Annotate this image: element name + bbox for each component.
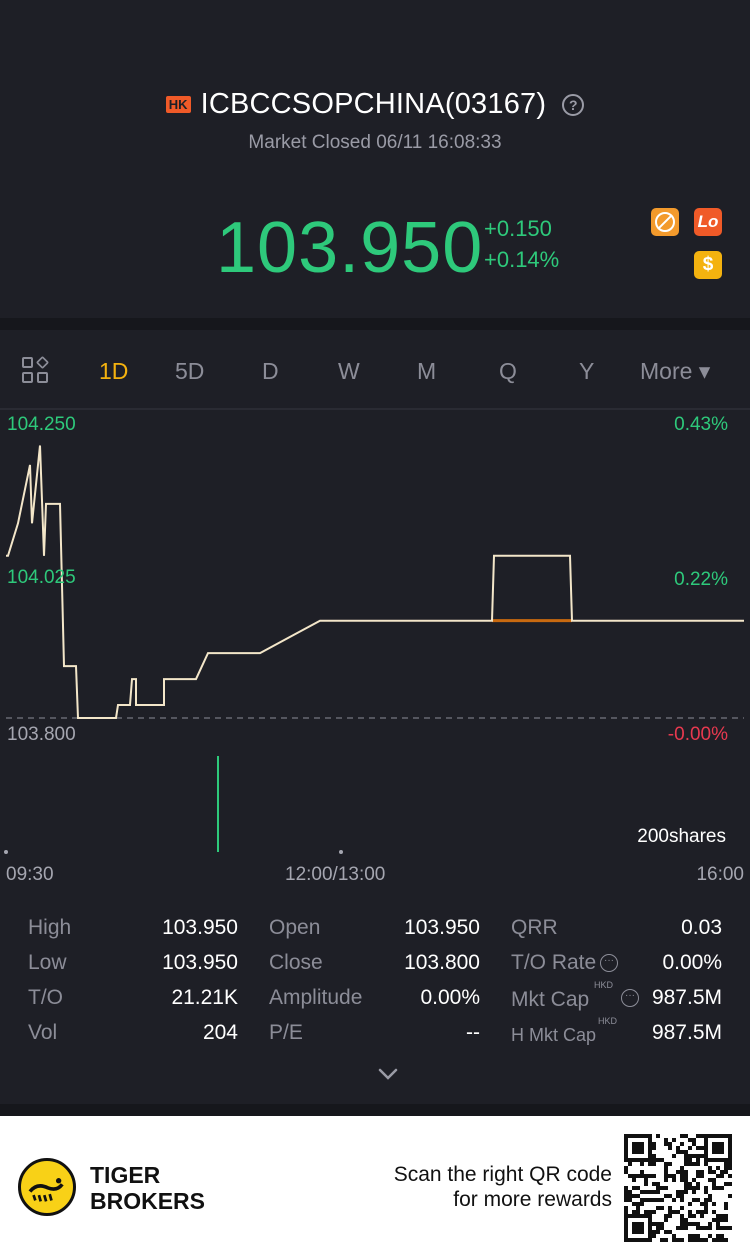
y-label-mid: 104.025 <box>7 567 76 588</box>
x-label-close: 16:00 <box>696 864 744 885</box>
brand-name-line2: BROKERS <box>90 1188 206 1214</box>
stat-label-volume: Vol <box>28 1021 58 1044</box>
stat-label-turnover: T/O <box>28 986 63 1009</box>
stat-value-h-mkt-cap: 987.5M <box>651 1021 722 1044</box>
stat-value-amplitude: 0.00% <box>420 986 480 1009</box>
axis-tick-dot <box>4 850 8 854</box>
tab-quarter[interactable]: Q <box>499 358 517 384</box>
stat-value-turnover-rate: 0.00% <box>662 951 722 974</box>
section-divider <box>0 318 750 330</box>
info-icon[interactable]: ··· <box>621 989 639 1007</box>
tab-week[interactable]: W <box>338 358 360 384</box>
stat-label-open: Open <box>269 916 321 939</box>
stat-value-volume: 204 <box>202 1021 238 1044</box>
tiger-logo-icon <box>18 1158 76 1216</box>
tabs-underline <box>0 408 750 410</box>
tab-day[interactable]: D <box>262 358 279 384</box>
stat-value-close: 103.800 <box>404 951 480 974</box>
qr-code-icon[interactable] <box>624 1134 732 1242</box>
tab-5d[interactable]: 5D <box>175 358 205 384</box>
info-icon[interactable]: ··· <box>600 954 618 972</box>
brand-name-line1: TIGER <box>90 1162 161 1188</box>
price-change: +0.150 <box>484 216 552 241</box>
y-pct-low: -0.00% <box>667 724 728 745</box>
stat-label-amplitude: Amplitude <box>269 986 363 1009</box>
price-change-percent: +0.14% <box>484 247 560 272</box>
quote-header: HK ICBCCSOPCHINA(03167) ? Market Closed … <box>0 0 750 318</box>
stat-label-h-mkt-cap: H Mkt Cap <box>511 1025 597 1045</box>
stat-label-mkt-cap: Mkt Cap <box>511 988 590 1011</box>
y-label-high: 104.250 <box>7 414 76 435</box>
stat-value-pe: -- <box>466 1021 480 1044</box>
stat-label-close: Close <box>269 951 323 974</box>
currency-sup: HKD <box>598 1016 618 1026</box>
dollar-badge[interactable]: $ <box>694 251 722 279</box>
axis-tick-dot <box>339 850 343 854</box>
stat-value-open: 103.950 <box>404 916 480 939</box>
promo-text-line1: Scan the right QR code <box>393 1163 612 1186</box>
stat-label-turnover-rate: T/O Rate <box>511 951 597 974</box>
quote-stats: High 103.950 Open 103.950 QRR 0.03 Low 1… <box>0 910 750 1060</box>
layout-grid-icon[interactable] <box>22 355 50 385</box>
tab-1d[interactable]: 1D <box>99 358 129 384</box>
y-label-low: 103.800 <box>7 724 76 745</box>
promo-text-line2: for more rewards <box>453 1188 612 1211</box>
stat-label-qrr: QRR <box>511 916 558 939</box>
tab-month[interactable]: M <box>417 358 437 384</box>
stat-value-qrr: 0.03 <box>681 916 722 939</box>
promo-footer: TIGER BROKERS Scan the right QR code for… <box>0 1116 750 1260</box>
footer-divider <box>0 1104 750 1116</box>
stat-value-mkt-cap: 987.5M <box>651 986 722 1009</box>
market-badge: HK <box>165 96 191 113</box>
stat-value-turnover: 21.21K <box>171 986 238 1009</box>
x-label-open: 09:30 <box>6 864 54 885</box>
last-price: 103.950 <box>216 208 484 288</box>
chevron-down-icon[interactable] <box>376 1064 400 1084</box>
stat-value-low: 103.950 <box>162 951 238 974</box>
lo-badge[interactable]: Lo <box>694 208 722 236</box>
y-pct-mid: 0.22% <box>674 569 728 590</box>
price-line <box>6 445 744 719</box>
intraday-chart[interactable]: 104.250 104.025 103.800 0.43% 0.22% -0.0… <box>0 410 750 890</box>
no-short-icon[interactable] <box>651 208 679 236</box>
stock-title[interactable]: ICBCCSOPCHINA(03167) <box>200 88 547 120</box>
x-label-midday: 12:00/13:00 <box>285 864 386 885</box>
stat-label-pe: P/E <box>269 1021 303 1044</box>
stat-label-high: High <box>28 916 72 939</box>
volume-label: 200shares <box>637 826 726 847</box>
y-pct-high: 0.43% <box>674 414 728 435</box>
chart-canvas <box>4 445 744 854</box>
stat-label-low: Low <box>28 951 67 974</box>
stat-value-high: 103.950 <box>162 916 238 939</box>
market-status: Market Closed 06/11 16:08:33 <box>248 132 502 153</box>
currency-sup: HKD <box>594 980 614 990</box>
more-dropdown[interactable]: More ▾ <box>640 358 711 384</box>
period-tabs: 1D 5D D W M Q Y More ▾ <box>0 340 750 402</box>
title-row: HK ICBCCSOPCHINA(03167) ? <box>0 88 750 121</box>
tab-year[interactable]: Y <box>579 358 595 384</box>
question-circle-icon[interactable]: ? <box>562 93 585 116</box>
